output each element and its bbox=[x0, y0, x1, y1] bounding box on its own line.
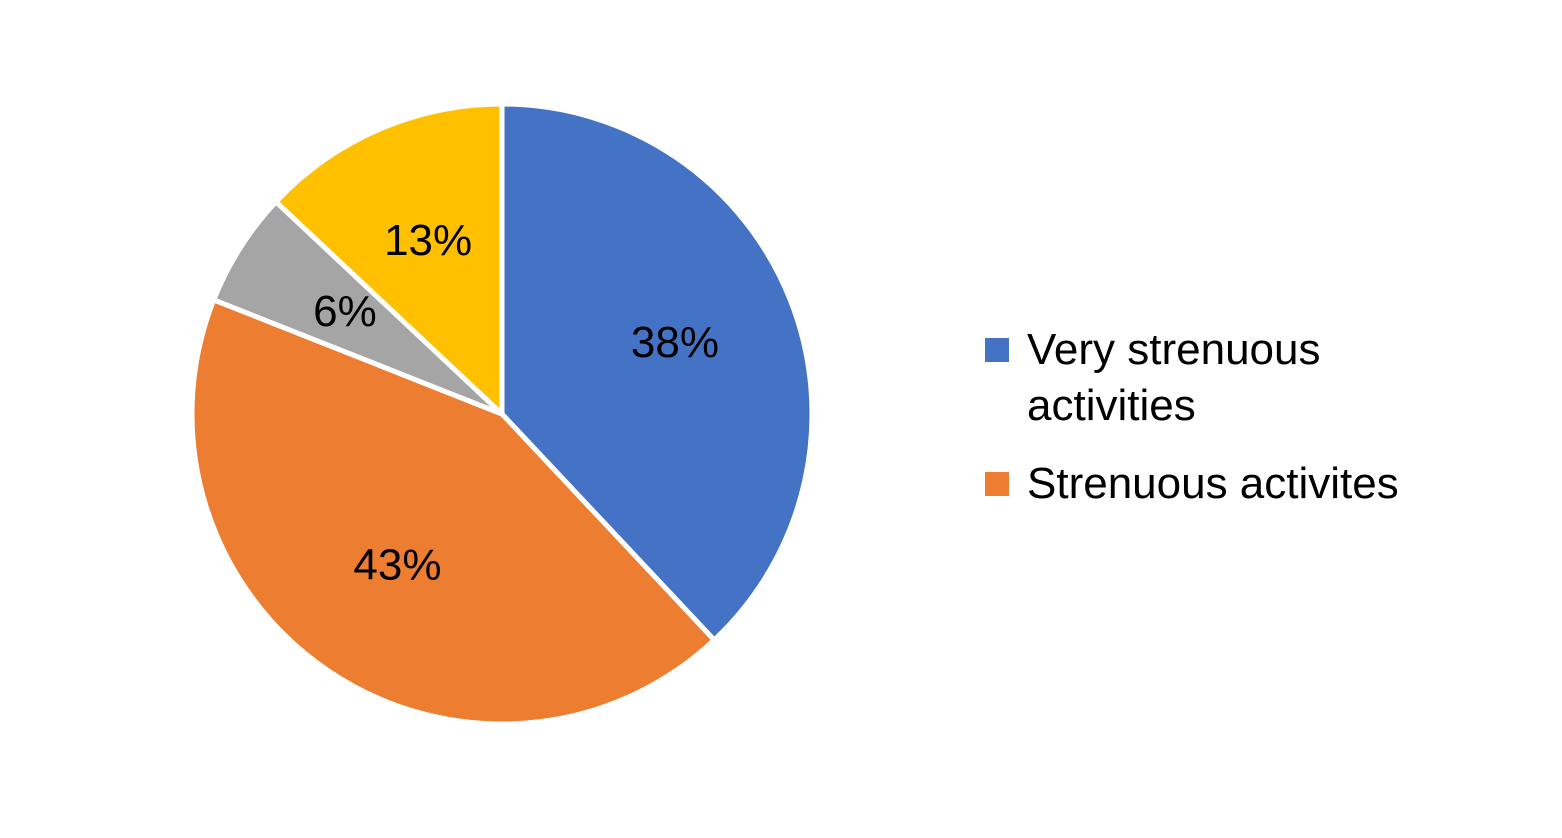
data-label: 43% bbox=[353, 540, 441, 589]
legend-swatch bbox=[985, 338, 1009, 362]
data-label: 13% bbox=[384, 216, 472, 265]
legend-entry: Strenuous activites bbox=[985, 456, 1455, 512]
pie-slice bbox=[273, 101, 505, 417]
legend-swatch bbox=[985, 472, 1009, 496]
data-label: 38% bbox=[631, 318, 719, 367]
pie-slice bbox=[189, 297, 717, 727]
legend: Very strenuous activities Strenuous activ… bbox=[985, 322, 1455, 534]
legend-label: Very strenuous activities bbox=[1027, 325, 1321, 430]
legend-entry: Very strenuous activities bbox=[985, 322, 1455, 434]
legend-label: Strenuous activites bbox=[1027, 459, 1399, 508]
data-label: 6% bbox=[313, 287, 377, 336]
pie-slice bbox=[499, 101, 815, 643]
